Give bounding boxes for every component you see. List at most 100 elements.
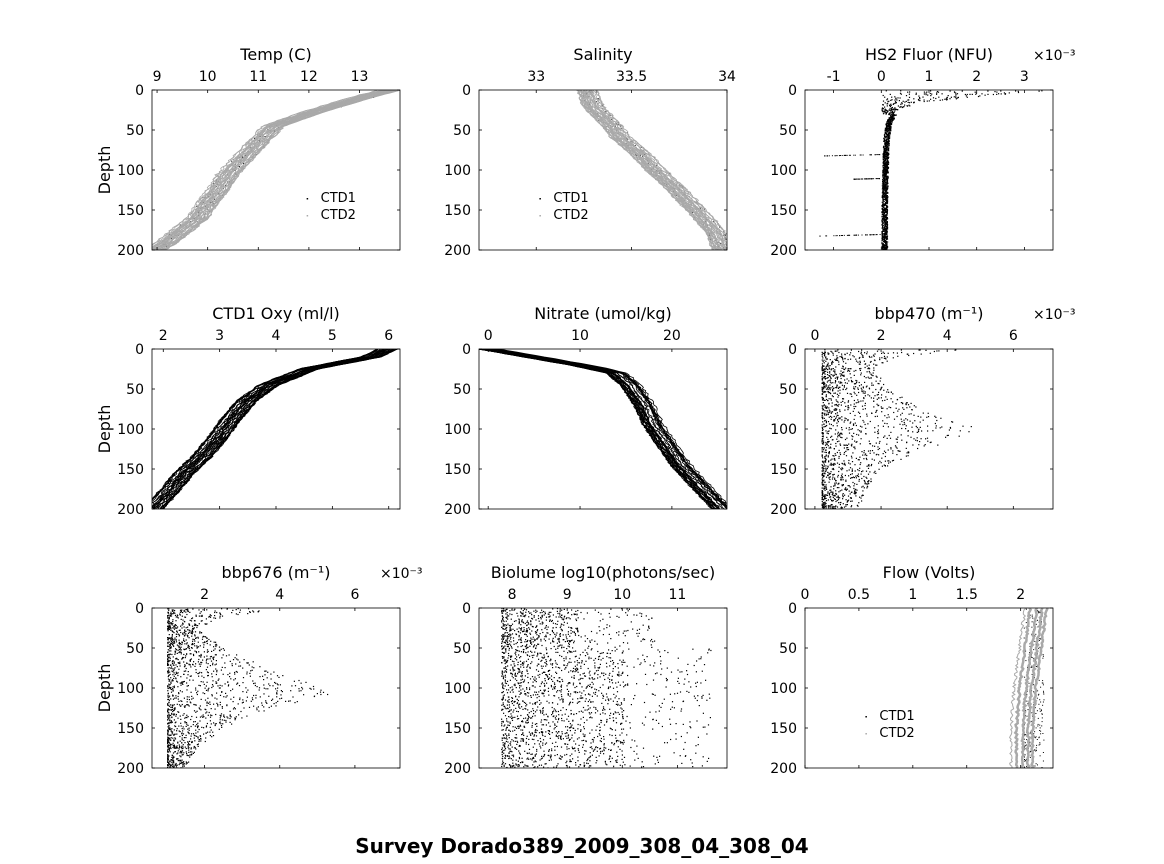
data-point	[187, 671, 189, 673]
data-point	[837, 414, 839, 417]
data-point	[859, 363, 861, 365]
data-point	[858, 357, 860, 359]
data-point	[829, 507, 831, 509]
data-point	[273, 130, 275, 132]
data-point	[178, 647, 180, 649]
data-point	[216, 669, 218, 671]
data-point	[195, 689, 197, 691]
data-point	[895, 438, 897, 440]
data-point	[888, 121, 890, 123]
data-point	[195, 637, 197, 639]
data-point	[821, 393, 823, 395]
data-point	[892, 115, 894, 117]
data-point	[845, 499, 847, 501]
data-point	[887, 426, 889, 428]
data-point	[170, 622, 172, 624]
data-point	[830, 486, 832, 488]
data-point	[190, 738, 192, 740]
data-point	[830, 399, 832, 401]
data-point	[259, 666, 261, 668]
data-point	[841, 427, 843, 429]
data-point	[885, 358, 887, 360]
data-point	[890, 448, 892, 450]
data-point	[866, 371, 868, 373]
data-point	[877, 448, 879, 451]
data-point	[884, 152, 886, 154]
data-point	[873, 367, 875, 369]
data-point	[169, 704, 171, 706]
data-point	[188, 743, 190, 745]
data-point	[248, 706, 251, 708]
data-point	[880, 406, 882, 408]
data-point	[836, 462, 839, 464]
x-tick-label: 3	[215, 328, 224, 344]
data-point	[189, 740, 191, 742]
data-point	[201, 620, 203, 622]
outlier-point	[874, 234, 876, 236]
data-point	[840, 475, 843, 477]
data-point	[888, 406, 890, 408]
data-point	[219, 613, 221, 615]
data-point	[200, 653, 202, 656]
data-point	[219, 717, 221, 719]
data-point	[822, 502, 824, 504]
outlier-point	[877, 154, 879, 156]
data-point	[172, 737, 174, 739]
data-point	[883, 157, 885, 159]
data-point	[206, 666, 209, 668]
data-point	[824, 460, 826, 462]
data-point	[844, 494, 846, 496]
data-point	[853, 446, 855, 448]
data-point	[824, 456, 826, 458]
data-point	[890, 115, 892, 117]
data-point	[888, 120, 890, 123]
data-point	[881, 386, 883, 388]
data-point	[206, 649, 209, 651]
data-point	[168, 715, 170, 717]
data-point	[885, 135, 887, 137]
data-point	[881, 108, 883, 110]
data-point	[929, 441, 931, 444]
data-point	[930, 98, 932, 100]
data-point	[885, 217, 887, 219]
data-point	[834, 484, 836, 486]
outlier-point	[846, 154, 848, 156]
data-point	[179, 762, 181, 764]
data-point	[172, 622, 174, 625]
data-point	[887, 121, 889, 123]
data-point	[847, 485, 849, 487]
data-point	[877, 429, 879, 431]
data-point	[891, 120, 893, 122]
data-point	[183, 752, 185, 754]
data-point	[881, 465, 883, 467]
data-point	[167, 621, 169, 623]
data-point	[211, 650, 213, 652]
data-point	[926, 437, 929, 439]
data-point	[881, 219, 884, 221]
data-point	[886, 98, 889, 100]
data-point	[833, 392, 835, 394]
data-point	[878, 447, 881, 450]
data-point	[196, 645, 198, 647]
data-point	[187, 645, 189, 647]
data-point	[867, 376, 869, 378]
data-point	[263, 710, 265, 712]
data-point	[255, 694, 257, 696]
data-point	[190, 620, 193, 622]
data-point	[884, 180, 886, 182]
data-point	[259, 135, 261, 137]
data-point	[825, 459, 827, 461]
data-point	[886, 391, 888, 393]
data-point	[887, 134, 889, 136]
data-point	[832, 389, 834, 391]
data-point	[835, 399, 837, 401]
outlier-point	[843, 154, 845, 156]
data-point	[882, 188, 884, 190]
data-point	[888, 138, 890, 140]
data-point	[905, 428, 907, 430]
data-point	[888, 141, 890, 143]
data-point	[187, 626, 189, 628]
data-point	[913, 438, 915, 440]
data-point	[174, 733, 176, 735]
profile-line	[152, 90, 379, 246]
